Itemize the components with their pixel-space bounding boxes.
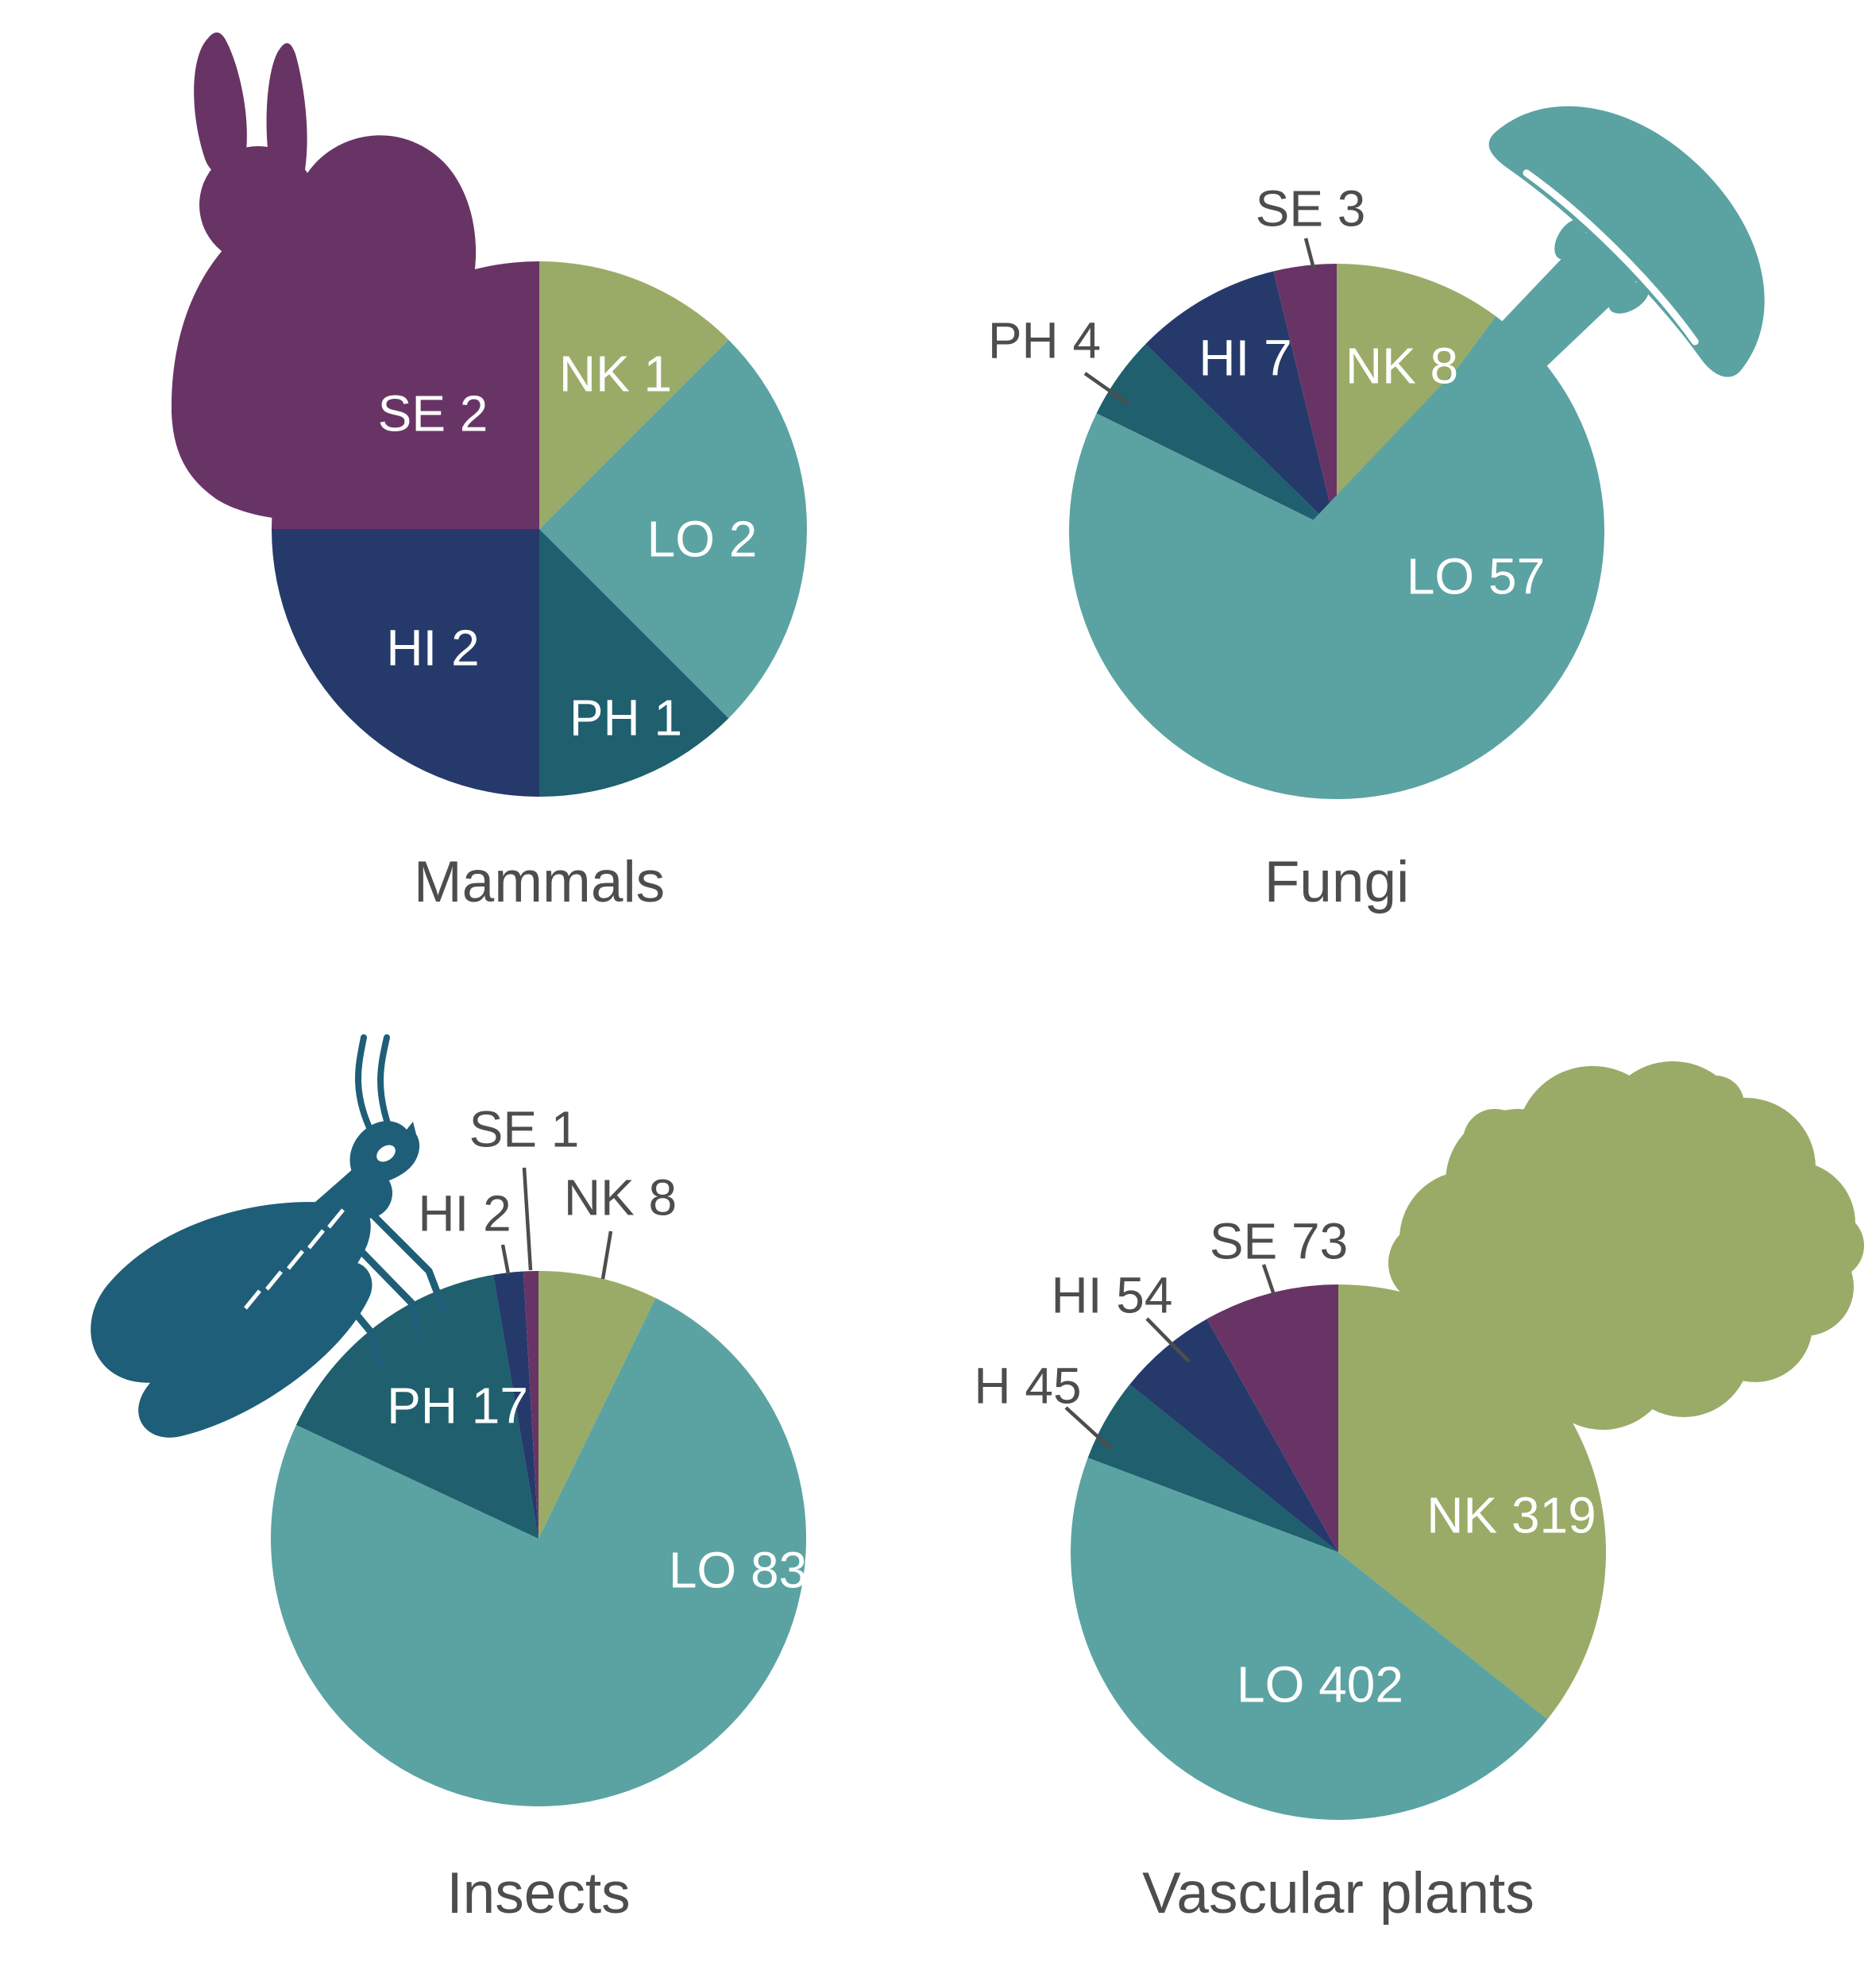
slice-hi	[1129, 1319, 1338, 1552]
slice-label-hi: HI 7	[1199, 329, 1291, 386]
slice-h	[1087, 1384, 1338, 1552]
slice-label-ph: PH 17	[387, 1377, 528, 1434]
chart-title-vascular-plants: Vascular plants	[1142, 1861, 1534, 1926]
slice-label-ph: PH 1	[569, 689, 682, 746]
slice-lo	[1070, 1458, 1548, 1821]
slice-nk	[538, 1271, 656, 1539]
mushroom-icon	[1286, 106, 1765, 582]
slice-nk	[539, 261, 729, 529]
leader-line-hi	[1145, 1317, 1191, 1363]
slice-label-lo: LO 402	[1237, 1655, 1403, 1713]
slice-ph	[1096, 344, 1337, 531]
chart-mammals: NK 1 LO 2 PH 1 HI 2 SE 2 Mammals	[171, 32, 807, 914]
slice-label-hi: HI 54	[1052, 1266, 1173, 1323]
slice-label-lo: LO 83	[669, 1541, 807, 1598]
slice-label-se: SE 2	[378, 384, 488, 442]
insect-icon	[91, 1034, 449, 1438]
slice-lo	[539, 339, 807, 719]
slice-label-nk: NK 1	[559, 345, 672, 402]
leader-line-ph	[1083, 372, 1129, 405]
chart-fungi: NK 8 LO 57 PH 4 HI 7 SE 3 Fungi	[988, 106, 1765, 914]
slice-label-h: H 45	[974, 1357, 1081, 1414]
slice-lo	[270, 1297, 806, 1807]
slice-hi	[493, 1271, 538, 1539]
slice-se	[1206, 1284, 1338, 1552]
slice-label-se: SE 1	[469, 1100, 580, 1157]
slice-label-ph: PH 4	[988, 311, 1101, 369]
slice-label-lo: LO 2	[647, 510, 758, 567]
chart-insects: NK 8 LO 83 PH 17 HI 2 SE 1 Insects	[91, 1034, 807, 1926]
slice-ph	[539, 529, 729, 797]
slice-se	[272, 261, 539, 529]
slice-label-lo: LO 57	[1407, 547, 1545, 605]
slice-label-nk: NK 319	[1426, 1486, 1596, 1543]
leader-line-nk	[600, 1230, 613, 1280]
leader-line-h	[1064, 1406, 1113, 1450]
chart-vascular-plants: NK 319 LO 402 H 45 HI 54 SE 73 Vascular plant…	[974, 1061, 1864, 1926]
chart-title-insects: Insects	[446, 1861, 630, 1926]
slice-label-nk: NK 8	[1345, 337, 1458, 394]
slice-label-se: SE 3	[1256, 180, 1366, 237]
leader-line-se	[522, 1167, 533, 1271]
leader-line-hi	[500, 1244, 511, 1275]
slice-label-hi: HI 2	[418, 1184, 511, 1242]
leader-line-se	[1303, 238, 1316, 269]
leader-line-se	[1261, 1264, 1276, 1296]
slice-label-se: SE 73	[1210, 1212, 1348, 1269]
chart-title-fungi: Fungi	[1264, 850, 1410, 914]
slice-se	[1273, 264, 1337, 531]
slice-label-hi: HI 2	[386, 619, 479, 676]
chart-title-mammals: Mammals	[414, 850, 665, 914]
tree-icon	[1388, 1061, 1864, 1478]
slice-hi	[1145, 271, 1337, 531]
slice-label-nk: NK 8	[564, 1168, 677, 1226]
slice-ph	[295, 1274, 538, 1539]
slice-nk	[1338, 1284, 1606, 1720]
slice-se	[523, 1271, 538, 1539]
slice-hi	[272, 529, 539, 797]
